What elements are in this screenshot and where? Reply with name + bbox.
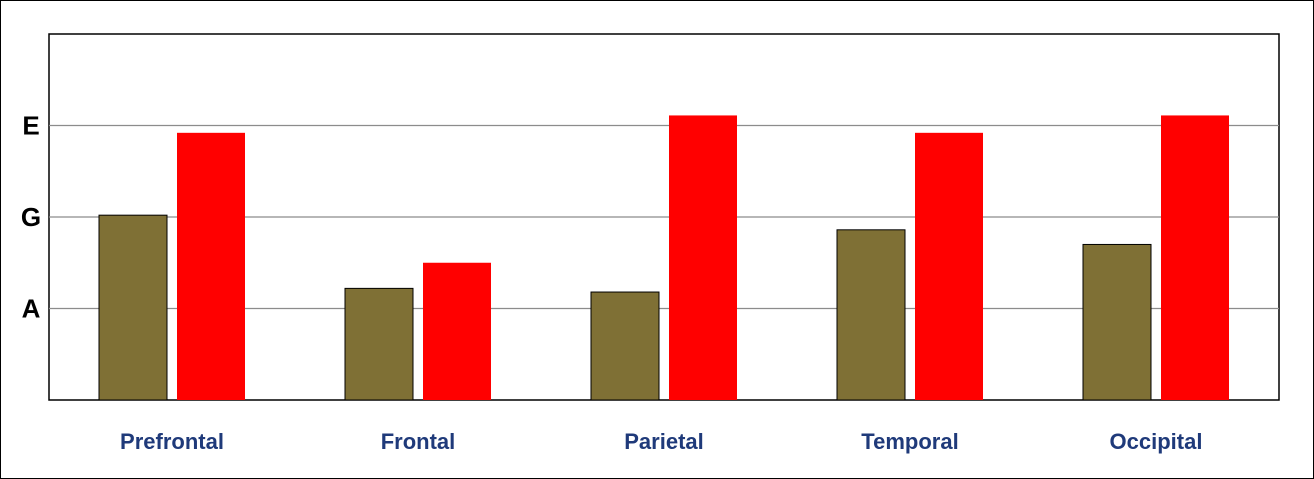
x-tick-label-occipital: Occipital <box>1110 429 1203 454</box>
gridlines <box>49 124 1279 310</box>
y-tick-label: A <box>22 294 41 324</box>
x-tick-label-prefrontal: Prefrontal <box>120 429 224 454</box>
bar-prefrontal-1 <box>177 132 245 400</box>
x-tick-label-frontal: Frontal <box>381 429 456 454</box>
bar-occipital-1 <box>1161 115 1229 400</box>
bar-temporal-1 <box>915 132 983 400</box>
x-tick-label-temporal: Temporal <box>861 429 958 454</box>
bar-parietal-1 <box>669 115 737 400</box>
y-tick-label: G <box>21 202 41 232</box>
bar-parietal-0 <box>590 291 660 401</box>
bars <box>98 115 1229 401</box>
y-tick-labels: A G E <box>21 111 41 324</box>
y-tick-label: E <box>22 111 39 141</box>
bar-frontal-0 <box>344 287 414 401</box>
bar-occipital-0 <box>1082 243 1152 401</box>
bar-prefrontal-0 <box>98 214 168 401</box>
x-tick-labels: Prefrontal Frontal Parietal Temporal Occipit… <box>120 429 1202 454</box>
bar-temporal-0 <box>836 229 906 401</box>
bar-frontal-1 <box>423 262 491 400</box>
x-tick-label-parietal: Parietal <box>624 429 704 454</box>
